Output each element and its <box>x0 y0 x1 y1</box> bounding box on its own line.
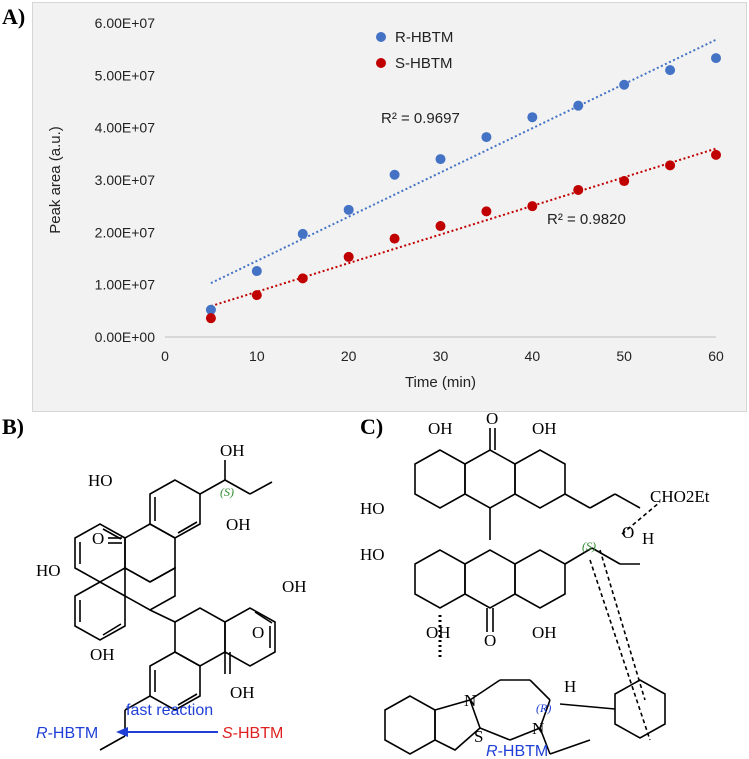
data-point-s-hbtm <box>481 206 492 217</box>
y-tick-label: 4.00E+07 <box>95 120 156 136</box>
data-point-s-hbtm <box>251 290 262 301</box>
chart-legend: R-HBTM S-HBTM <box>376 29 453 72</box>
data-point-s-hbtm <box>389 233 400 244</box>
c-label-oh-3: OH <box>426 623 451 642</box>
b-label-oh-5: OH <box>230 683 255 702</box>
c-label-n-2: N <box>532 719 544 738</box>
b-label-o-1: O <box>92 529 104 548</box>
x-tick-label: 60 <box>708 348 724 364</box>
data-point-r-hbtm <box>665 65 676 76</box>
data-point-r-hbtm <box>343 204 354 215</box>
y-tick-label: 5.00E+07 <box>95 67 156 83</box>
data-point-r-hbtm <box>389 169 400 180</box>
data-point-r-hbtm <box>435 154 446 165</box>
c-label-s: S <box>474 727 483 746</box>
c-label-o-2: O <box>622 523 634 542</box>
x-tick-label: 10 <box>249 348 265 364</box>
c-label-ho-2: HO <box>360 545 385 564</box>
b-label-oh-4: OH <box>90 645 115 664</box>
b-stereo-s: (S) <box>220 485 234 499</box>
arrow-head-icon <box>116 727 128 737</box>
scatter-chart: 0 10 20 30 40 50 60 0.00E+00 1.00E+07 2.00E+07 3.0… <box>47 15 724 391</box>
c-stereo-r: (R) <box>536 701 551 715</box>
structure-c-diagram: OH O OH HO CHO2Et O H (S) HO OH OH O OH … <box>360 410 710 759</box>
data-points <box>205 53 721 324</box>
b-label-ho-1: HO <box>88 471 113 490</box>
legend-label-r-hbtm: R-HBTM <box>395 29 453 46</box>
data-point-r-hbtm <box>205 304 216 315</box>
c-label-o-3: O <box>484 631 496 650</box>
x-tick-label: 20 <box>341 348 357 364</box>
data-point-r-hbtm <box>711 53 721 64</box>
structure-b-diagram: HO OH (S) O OH HO OH OH O OH OH fast rea… <box>36 441 307 751</box>
y-tick-label: 1.00E+07 <box>95 277 156 293</box>
y-tick-label: 0.00E+00 <box>95 329 156 345</box>
c-stereo-s: (S) <box>582 539 596 553</box>
data-point-s-hbtm <box>573 184 584 195</box>
legend-marker-r-hbtm <box>376 32 386 42</box>
data-point-s-hbtm <box>343 251 354 262</box>
r-hbtm-label: R-HBTM <box>36 725 98 742</box>
x-tick-label: 0 <box>161 348 169 364</box>
trendline-s-hbtm <box>210 147 717 308</box>
x-axis-title: Time (min) <box>405 374 476 391</box>
b-label-oh-2: OH <box>226 515 251 534</box>
chart-panel: 0 10 20 30 40 50 60 0.00E+00 1.00E+07 2.00E+07 3.0… <box>32 2 747 412</box>
reaction-caption: fast reaction <box>126 702 213 719</box>
y-tick-label: 6.00E+07 <box>95 15 156 31</box>
r2-label-s-hbtm: R² = 0.9820 <box>547 211 626 228</box>
data-point-s-hbtm <box>527 201 538 212</box>
chart-ticks: 0 10 20 30 40 50 60 0.00E+00 1.00E+07 2.00E+07 3.0… <box>95 15 724 364</box>
legend-label-s-hbtm: S-HBTM <box>395 55 453 72</box>
data-point-s-hbtm <box>619 176 630 187</box>
data-point-s-hbtm <box>297 273 308 284</box>
data-point-r-hbtm <box>619 79 630 90</box>
data-point-r-hbtm <box>481 132 492 143</box>
c-label-h-1: H <box>642 529 654 548</box>
panel-b-label: B) <box>2 414 24 439</box>
data-point-s-hbtm <box>435 221 446 232</box>
s-hbtm-label: S-HBTM <box>222 725 283 742</box>
c-label-oh-5: OH <box>532 623 557 642</box>
b-label-oh-3: OH <box>282 577 307 596</box>
y-tick-label: 3.00E+07 <box>95 172 156 188</box>
b-label-ho-2: HO <box>36 561 61 580</box>
c-label-oh-1: OH <box>428 419 453 438</box>
c-label-cho2et: CHO2Et <box>650 487 710 506</box>
panel-a-label: A) <box>2 4 26 29</box>
x-tick-label: 50 <box>616 348 632 364</box>
c-label-ho-1: HO <box>360 499 385 518</box>
c-label-h-2: H <box>564 677 576 696</box>
data-point-r-hbtm <box>251 266 262 277</box>
data-point-r-hbtm <box>297 228 308 239</box>
panel-c-label: C) <box>360 414 384 439</box>
y-tick-label: 2.00E+07 <box>95 224 156 240</box>
data-point-s-hbtm <box>205 313 216 324</box>
data-point-s-hbtm <box>711 149 721 160</box>
trendlines <box>210 38 717 308</box>
x-tick-label: 40 <box>525 348 541 364</box>
b-label-oh-1: OH <box>220 441 245 460</box>
data-point-r-hbtm <box>527 112 538 123</box>
x-tick-label: 30 <box>433 348 449 364</box>
c-catalyst-label: R-HBTM <box>486 743 548 759</box>
c-label-oh-2: OH <box>532 419 557 438</box>
r2-label-r-hbtm: R² = 0.9697 <box>381 110 460 127</box>
data-point-s-hbtm <box>665 160 676 171</box>
legend-marker-s-hbtm <box>376 58 386 68</box>
data-point-r-hbtm <box>573 100 584 111</box>
c-label-n-1: N <box>464 691 476 710</box>
trendline-r-hbtm <box>210 38 717 284</box>
y-axis-title: Peak area (a.u.) <box>47 126 64 234</box>
c-label-o-1: O <box>486 410 498 428</box>
b-label-o-2: O <box>252 623 264 642</box>
